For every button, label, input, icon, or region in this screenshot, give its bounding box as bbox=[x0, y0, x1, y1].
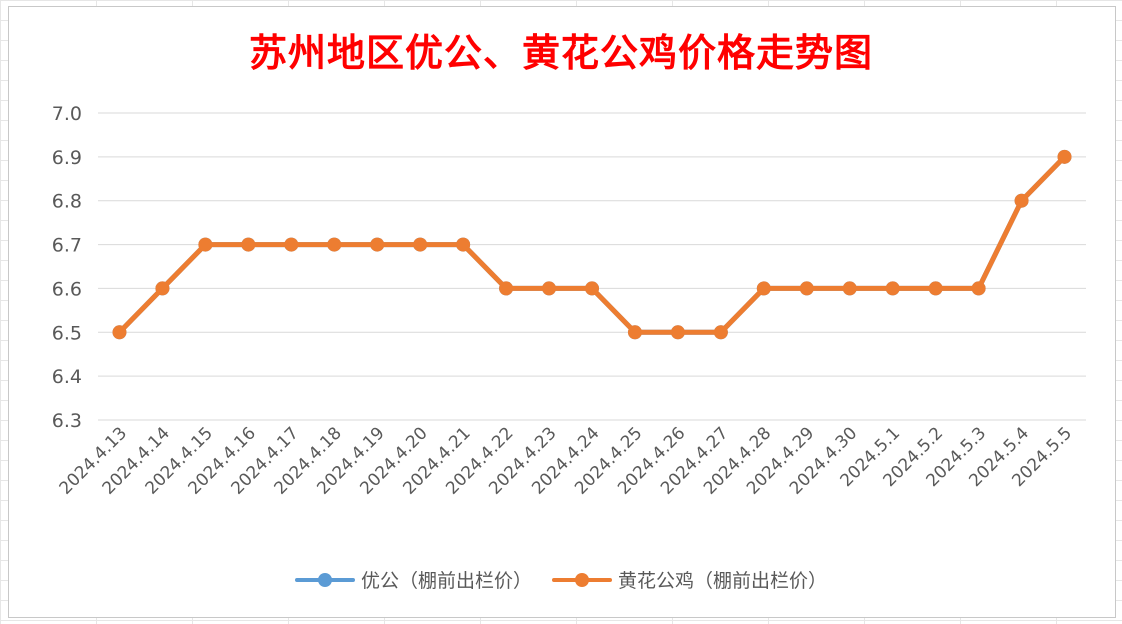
y-tick-label: 6.8 bbox=[52, 191, 82, 213]
y-tick-label: 6.6 bbox=[52, 278, 82, 300]
y-tick-label: 6.4 bbox=[52, 366, 82, 388]
data-point-series-2[interactable] bbox=[1057, 149, 1072, 164]
data-point-series-2[interactable] bbox=[971, 281, 986, 296]
data-point-series-2[interactable] bbox=[112, 325, 127, 340]
data-point-series-2[interactable] bbox=[1014, 193, 1029, 208]
y-tick-label: 6.7 bbox=[52, 235, 82, 257]
data-point-series-2[interactable] bbox=[756, 281, 771, 296]
data-point-series-2[interactable] bbox=[885, 281, 900, 296]
data-point-series-2[interactable] bbox=[241, 237, 256, 252]
data-point-series-2[interactable] bbox=[456, 237, 471, 252]
data-point-series-2[interactable] bbox=[499, 281, 514, 296]
legend-item-series-2[interactable]: 黄花公鸡（棚前出栏价） bbox=[552, 566, 827, 593]
legend-marker-series-1 bbox=[317, 572, 332, 587]
chart-title: 苏州地区优公、黄花公鸡价格走势图 bbox=[248, 30, 873, 75]
data-point-series-2[interactable] bbox=[155, 281, 170, 296]
data-point-series-2[interactable] bbox=[713, 325, 728, 340]
data-point-series-2[interactable] bbox=[413, 237, 428, 252]
data-point-series-2[interactable] bbox=[542, 281, 557, 296]
data-point-series-2[interactable] bbox=[799, 281, 814, 296]
legend-item-series-1[interactable]: 优公（棚前出栏价） bbox=[294, 566, 532, 593]
data-point-series-2[interactable] bbox=[198, 237, 213, 252]
legend: 优公（棚前出栏价） 黄花公鸡（棚前出栏价） bbox=[0, 566, 1122, 593]
data-point-series-2[interactable] bbox=[284, 237, 299, 252]
data-point-series-2[interactable] bbox=[585, 281, 599, 296]
data-point-series-2[interactable] bbox=[327, 237, 342, 252]
legend-swatch-series-1 bbox=[294, 572, 355, 587]
y-tick-label: 6.3 bbox=[52, 410, 82, 432]
legend-label-series-2: 黄花公鸡（棚前出栏价） bbox=[618, 570, 828, 592]
data-point-series-2[interactable] bbox=[370, 237, 385, 252]
data-point-series-2[interactable] bbox=[842, 281, 857, 296]
data-point-series-2[interactable] bbox=[627, 325, 642, 340]
legend-label-series-1: 优公（棚前出栏价） bbox=[360, 570, 532, 592]
legend-swatch-series-2 bbox=[552, 572, 612, 587]
y-tick-label: 6.5 bbox=[52, 322, 82, 344]
y-tick-label: 7.0 bbox=[52, 103, 82, 125]
legend-marker-series-2 bbox=[575, 572, 589, 587]
y-tick-label: 6.9 bbox=[52, 147, 82, 169]
chart-area[interactable] bbox=[8, 6, 1116, 618]
data-point-series-2[interactable] bbox=[928, 281, 943, 296]
data-point-series-2[interactable] bbox=[670, 325, 685, 340]
